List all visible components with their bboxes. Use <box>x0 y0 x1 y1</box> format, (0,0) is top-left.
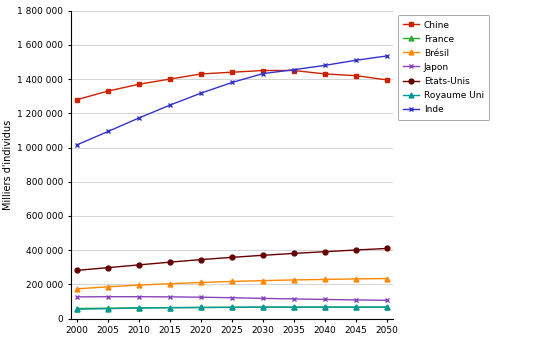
Etats-Unis <box>74 268 80 273</box>
Etats-Unis <box>136 263 143 267</box>
Inde <box>353 58 359 62</box>
Legend: Chine, France, Brésil, Japon, Etats-Unis, Royaume Uni, Inde: Chine, France, Brésil, Japon, Etats-Unis… <box>397 15 489 120</box>
Line: Chine: Chine <box>75 68 389 102</box>
Inde <box>105 129 111 133</box>
Etats-Unis <box>260 253 266 257</box>
France <box>384 305 390 309</box>
Brésil <box>167 281 174 286</box>
Chine <box>322 72 328 76</box>
Brésil <box>74 287 80 291</box>
Japon <box>198 295 204 299</box>
France <box>136 306 143 310</box>
Inde <box>384 54 390 58</box>
France <box>198 306 204 310</box>
Royaume Uni <box>105 307 111 311</box>
France <box>167 306 174 310</box>
Royaume Uni <box>198 306 204 310</box>
Brésil <box>198 280 204 285</box>
Japon <box>290 297 297 301</box>
Brésil <box>322 277 328 281</box>
Inde <box>74 143 80 147</box>
Royaume Uni <box>167 306 174 310</box>
Etats-Unis <box>322 250 328 254</box>
France <box>260 305 266 309</box>
Japon <box>136 295 143 299</box>
Chine <box>167 77 174 81</box>
Chine <box>229 70 235 74</box>
Chine <box>74 97 80 102</box>
Royaume Uni <box>136 306 143 310</box>
Line: Brésil: Brésil <box>75 276 389 291</box>
Royaume Uni <box>74 307 80 311</box>
Royaume Uni <box>384 305 390 309</box>
France <box>353 305 359 309</box>
Royaume Uni <box>322 305 328 309</box>
Etats-Unis <box>290 251 297 256</box>
Chine <box>353 74 359 78</box>
Brésil <box>229 279 235 284</box>
France <box>74 306 80 310</box>
Line: Inde: Inde <box>75 53 389 147</box>
Royaume Uni <box>229 305 235 309</box>
Line: Japon: Japon <box>75 294 389 303</box>
Inde <box>322 63 328 68</box>
Japon <box>105 295 111 299</box>
Brésil <box>260 279 266 283</box>
Brésil <box>105 285 111 289</box>
Japon <box>167 295 174 299</box>
Y-axis label: Milliers d'individus: Milliers d'individus <box>3 120 13 210</box>
Brésil <box>353 277 359 281</box>
Brésil <box>290 278 297 282</box>
Inde <box>198 91 204 95</box>
Line: France: France <box>75 305 389 311</box>
France <box>290 305 297 309</box>
Japon <box>322 297 328 302</box>
Royaume Uni <box>353 305 359 309</box>
Inde <box>167 103 174 107</box>
Etats-Unis <box>229 255 235 259</box>
Chine <box>260 68 266 73</box>
Royaume Uni <box>260 305 266 309</box>
Etats-Unis <box>384 246 390 251</box>
Japon <box>260 296 266 301</box>
Chine <box>105 89 111 93</box>
Japon <box>74 295 80 299</box>
Chine <box>290 68 297 73</box>
Inde <box>229 80 235 85</box>
Chine <box>198 72 204 76</box>
Line: Royaume Uni: Royaume Uni <box>75 305 389 312</box>
Etats-Unis <box>167 260 174 264</box>
Royaume Uni <box>290 305 297 309</box>
Brésil <box>384 276 390 281</box>
Inde <box>260 72 266 76</box>
Line: Etats-Unis: Etats-Unis <box>75 246 389 273</box>
Inde <box>290 68 297 72</box>
Chine <box>384 78 390 82</box>
France <box>229 305 235 309</box>
Brésil <box>136 283 143 287</box>
Japon <box>229 296 235 300</box>
Etats-Unis <box>105 266 111 270</box>
Etats-Unis <box>198 257 204 262</box>
Inde <box>136 116 143 120</box>
France <box>322 305 328 309</box>
Japon <box>384 298 390 302</box>
Etats-Unis <box>353 248 359 252</box>
France <box>105 306 111 310</box>
Chine <box>136 82 143 86</box>
Japon <box>353 298 359 302</box>
